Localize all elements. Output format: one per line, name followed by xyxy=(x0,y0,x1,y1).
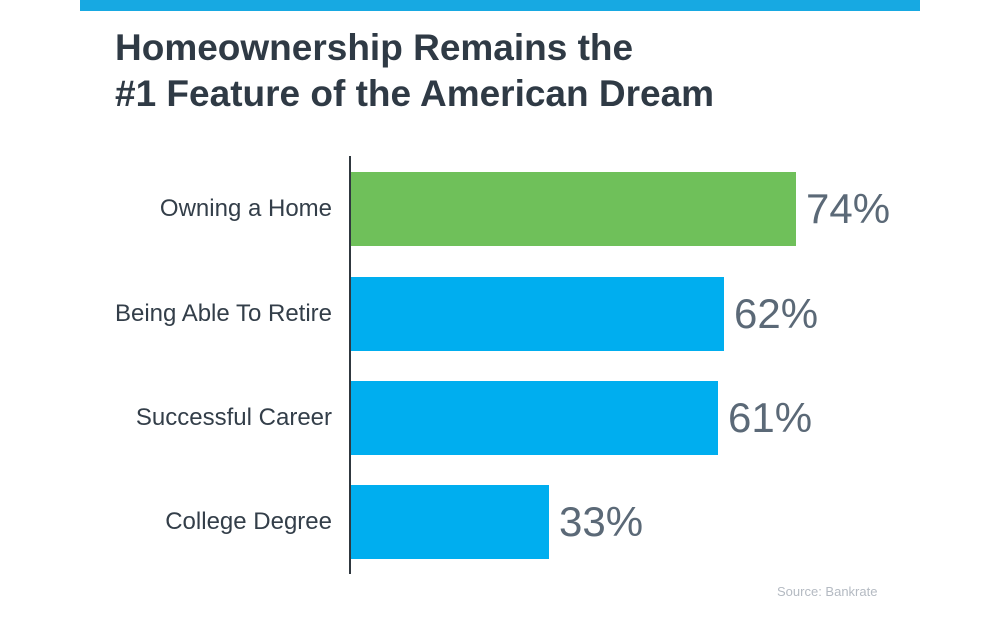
chart-title: Homeownership Remains the #1 Feature of t… xyxy=(115,25,714,117)
bar xyxy=(351,277,724,351)
category-label: Owning a Home xyxy=(159,195,332,222)
category-label: Being Able To Retire xyxy=(114,300,332,327)
value-label: 62% xyxy=(734,290,819,337)
bar xyxy=(351,381,718,455)
category-label: Successful Career xyxy=(135,404,332,431)
chart-row: Successful Career 61% xyxy=(0,381,1000,455)
accent-bar xyxy=(80,0,920,11)
value-label: 74% xyxy=(806,185,891,232)
source-note: Source: Bankrate xyxy=(777,584,878,599)
chart-row: Owning a Home 74% xyxy=(0,172,1000,246)
chart-row: College Degree 33% xyxy=(0,485,1000,559)
chart-title-line2: #1 Feature of the American Dream xyxy=(115,73,715,114)
value-label: 61% xyxy=(728,394,813,441)
value-label: 33% xyxy=(559,498,644,545)
chart-title-line1: Homeownership Remains the xyxy=(115,27,634,68)
y-axis-line xyxy=(349,156,351,574)
bar xyxy=(351,485,549,559)
chart-row: Being Able To Retire 62% xyxy=(0,277,1000,351)
bar xyxy=(351,172,796,246)
category-label: College Degree xyxy=(165,508,332,535)
